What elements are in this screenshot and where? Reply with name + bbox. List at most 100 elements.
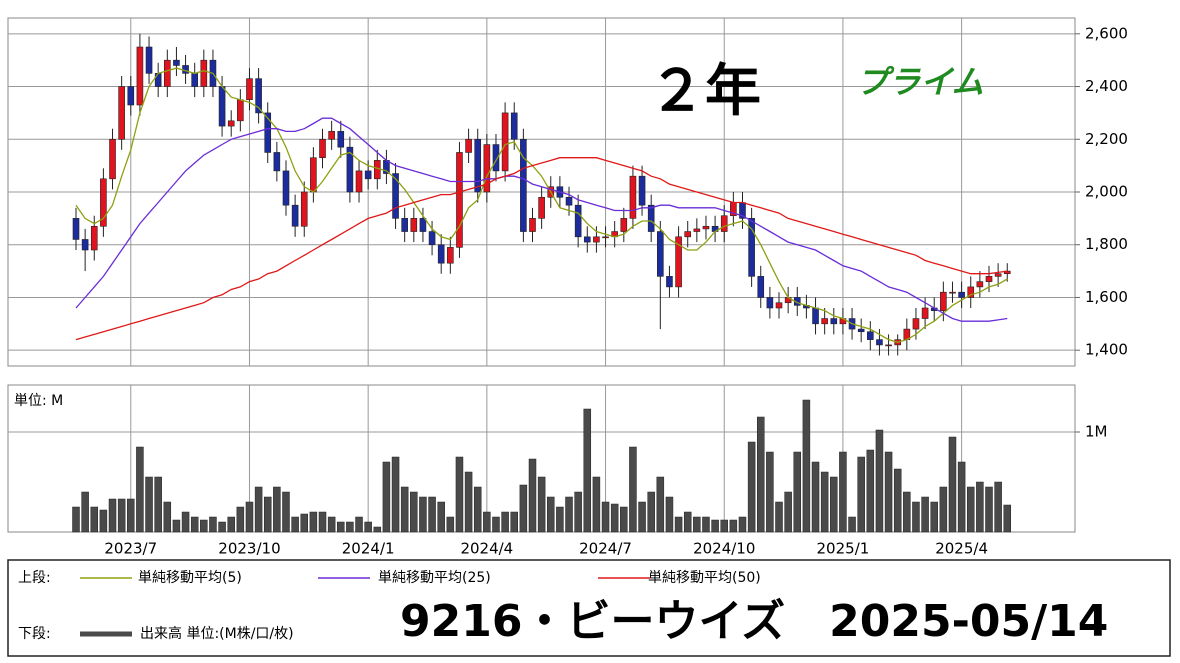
volume-bar [291, 516, 299, 533]
candle-body [775, 302, 783, 309]
volume-bar [437, 501, 445, 533]
y-tick-label: 1M [1085, 423, 1108, 441]
volume-bar [939, 486, 948, 533]
volume-bar [665, 496, 674, 533]
candle-body [136, 46, 144, 106]
candle-body [885, 344, 892, 347]
candle-body [538, 196, 545, 219]
candle-body [419, 218, 427, 232]
volume-bar [556, 506, 564, 533]
volume-bar [966, 486, 975, 533]
volume-bar [446, 516, 455, 533]
candle-body [337, 131, 345, 148]
volume-bar [638, 501, 646, 533]
candle-body [346, 146, 354, 193]
legend-box [7, 559, 1171, 657]
candle-body [90, 225, 98, 251]
volume-bar [647, 491, 655, 533]
candle-body [949, 291, 956, 294]
candle-body [118, 86, 125, 140]
volume-bar [884, 451, 893, 533]
x-tick-label: 2024/10 [693, 540, 755, 558]
candle-body [620, 218, 628, 232]
volume-bar [355, 516, 363, 533]
y-tick-label: 2,600 [1085, 24, 1128, 42]
stock-label: 9216・ビーウイズ 2025-05/14 [400, 596, 1108, 647]
moving-average-line [75, 157, 1008, 341]
volume-bar [282, 491, 290, 533]
candle-body [264, 112, 272, 153]
y-tick-label: 2,000 [1085, 183, 1128, 201]
candle-body [81, 239, 89, 251]
candle-body [629, 175, 637, 219]
candle-body [593, 236, 600, 243]
volume-bar [309, 511, 318, 533]
volume-bar [391, 456, 400, 533]
candle-body [145, 46, 153, 74]
candle-body [282, 170, 290, 206]
volume-bar [218, 521, 226, 533]
candle-body [657, 231, 664, 277]
volume-bar [81, 491, 89, 533]
volume-bar [483, 511, 491, 533]
candle-body [830, 318, 838, 325]
volume-bar [583, 408, 592, 533]
volume-unit: 単位: M [14, 393, 63, 409]
candle-body [246, 78, 253, 101]
candle-body [273, 152, 281, 172]
volume-bar [976, 481, 984, 533]
volume-bar [930, 501, 938, 533]
candle-body [291, 204, 299, 227]
volume-bar [300, 513, 308, 533]
candle-body [100, 178, 107, 227]
volume-bar [866, 449, 875, 533]
volume-bar [364, 521, 372, 533]
candle-body [985, 276, 993, 282]
volume-bar [373, 526, 382, 533]
candle-body [255, 78, 262, 114]
candle-body [757, 276, 765, 298]
volume-bar [227, 516, 235, 533]
candle-body [583, 236, 591, 243]
candle-body [565, 196, 573, 206]
volume-bar [875, 429, 884, 533]
candle-body [574, 204, 582, 238]
volume-bar [382, 461, 391, 533]
volume-bar [921, 496, 929, 533]
candle-body [164, 59, 171, 87]
candle-body [675, 236, 682, 288]
candle-body [940, 291, 947, 311]
candle-body [182, 65, 189, 74]
volume-bar [729, 519, 738, 533]
chart-title: ２年 [649, 59, 761, 124]
candle-body [720, 215, 728, 232]
volume-bar [629, 446, 637, 533]
candle-body [693, 228, 701, 232]
candle-body [702, 225, 710, 230]
legend-label: 出来高 単位:(M株/口/枚) [140, 625, 294, 642]
volume-bar [547, 496, 555, 533]
volume-bar [181, 511, 190, 533]
volume-bar [419, 496, 427, 533]
x-tick-label: 2023/10 [218, 540, 280, 558]
candle-body [529, 218, 536, 232]
candle-body [355, 170, 363, 193]
candle-body [319, 138, 326, 159]
candle-body [373, 160, 381, 180]
y-tick-label: 1,600 [1085, 288, 1128, 306]
candle-body [766, 297, 774, 309]
volume-bar [455, 456, 464, 533]
volume-bar [793, 451, 802, 533]
candle-body [602, 236, 609, 239]
volume-bar [957, 461, 966, 533]
volume-bar [72, 506, 80, 533]
candle-body [447, 247, 454, 264]
volume-bar [200, 519, 208, 533]
candle-body [310, 157, 317, 193]
volume-bar [775, 501, 783, 533]
candle-body [812, 307, 819, 325]
volume-bar [610, 503, 619, 533]
volume-bar [117, 498, 126, 533]
volume-bar [601, 501, 610, 533]
